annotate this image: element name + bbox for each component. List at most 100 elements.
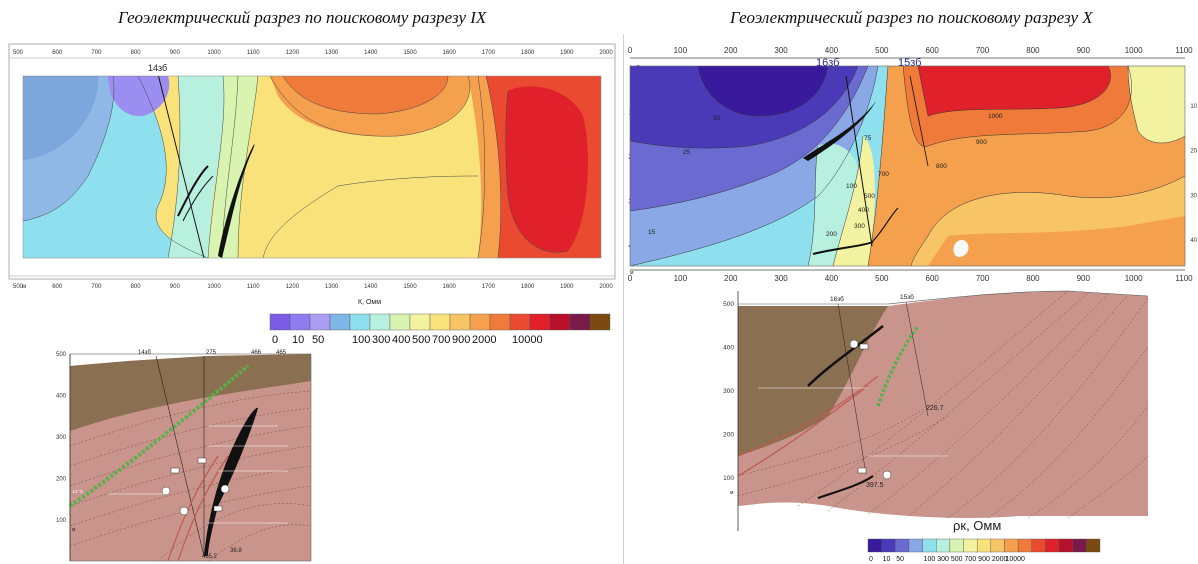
left-section-top-label: 275 (206, 350, 217, 356)
left-x-tick: 500 (13, 50, 24, 56)
left-legend-labels: 0 10 50 100 300 400 500 700 900 2000 10000 (272, 334, 543, 346)
legend-value: 900 (452, 334, 470, 346)
left-section-top-labels: 14зб 275 466 465 (138, 350, 287, 356)
right-x-tick: 1000 (1125, 274, 1143, 283)
left-x-tick: 1300 (325, 50, 339, 56)
contour-label: 500 (864, 193, 875, 200)
right-x-tick: 800 (1026, 46, 1040, 55)
left-section-top-label: 465 (276, 350, 287, 356)
right-section-value-1: 226.7 (926, 405, 944, 412)
left-unit-label: м (22, 284, 26, 290)
right-x-tick: 400 (825, 274, 839, 283)
contour-label: 400 (858, 207, 869, 214)
legend-swatch (389, 313, 411, 331)
right-x-tick: 200 (724, 46, 738, 55)
left-section-unit: м (72, 527, 76, 533)
left-panel: 500 600 700 800 900 1000 1100 1200 1300 1400 1500 1… (8, 36, 620, 564)
legend-value: 100 (352, 334, 370, 346)
right-resistivity-map (630, 66, 1185, 266)
legend-swatch (1045, 538, 1060, 553)
legend-swatch (963, 538, 978, 553)
legend-value: 300 (937, 556, 949, 563)
right-section-unit: м (730, 490, 734, 496)
right-section-value-2: 397.5 (866, 482, 884, 489)
left-x-tick: 1600 (443, 50, 457, 56)
legend-swatch (509, 313, 531, 331)
legend-swatch (529, 313, 551, 331)
left-x-tick: 1000 (207, 50, 221, 56)
contour-label: 900 (976, 139, 987, 146)
right-section-y-ticks: 500 400 300 200 100 (723, 301, 734, 482)
legend-value: 50 (312, 334, 324, 346)
right-x-tick: 600 (926, 46, 940, 55)
contour-label: 1000 (988, 113, 1003, 120)
left-geologic-section: 500 400 300 200 100 14зб 275 466 465 13°-5 465.… (56, 350, 312, 562)
left-x-tick: 900 (170, 50, 181, 56)
right-x-tick: 1100 (1175, 274, 1193, 283)
legend-swatch (1031, 538, 1046, 553)
left-x-tick: 600 (52, 50, 63, 56)
contour-label: 50 (713, 115, 721, 122)
legend-swatch (429, 313, 451, 331)
contour-label: 700 (878, 171, 889, 178)
right-x-tick: 1100 (1175, 46, 1193, 55)
left-x-tick: 1400 (364, 284, 378, 290)
legend-swatch (1086, 538, 1101, 553)
left-x-tick: 2000 (599, 284, 613, 290)
left-x-tick: 700 (91, 284, 102, 290)
legend-value: 700 (965, 556, 977, 563)
left-x-tick: 1800 (521, 284, 535, 290)
right-x-tick: 700 (976, 274, 990, 283)
right-section-y-tick: 500 (723, 301, 734, 308)
right-section-top-label-1: 16зб (830, 295, 844, 303)
left-x-ticks-top: 500 600 700 800 900 1000 1100 1200 1300 1400 1500 1… (13, 50, 613, 56)
left-well-label: 14зб (148, 63, 167, 73)
legend-value: 2000 (472, 334, 496, 346)
right-x-tick: 100 (674, 46, 688, 55)
legend-swatch (881, 538, 896, 553)
right-x-tick: 900 (1077, 46, 1091, 55)
right-x-tick: 100 (674, 274, 688, 283)
right-color-legend (867, 538, 1101, 553)
right-section-y-tick: 200 (723, 432, 734, 439)
contour-label: 100 (846, 183, 857, 190)
right-x-tick: 0 (628, 274, 633, 283)
legend-value: 10 (292, 334, 304, 346)
right-x-tick: 900 (1077, 274, 1091, 283)
legend-value: 500 (951, 556, 963, 563)
contour-label: 15 (648, 229, 656, 236)
legend-swatch (489, 313, 511, 331)
legend-swatch (1058, 538, 1073, 553)
left-x-tick: 1200 (286, 50, 300, 56)
title-left: Геоэлектрический разрез по поисковому ра… (118, 8, 487, 27)
right-x-tick: 200 (724, 274, 738, 283)
legend-value: 900 (978, 556, 990, 563)
legend-value: 10000 (1005, 556, 1025, 563)
legend-swatch (949, 538, 964, 553)
legend-swatch (1072, 538, 1087, 553)
right-well-label-1: 16зб (816, 57, 839, 69)
legend-swatch (1017, 538, 1032, 553)
left-x-tick: 800 (131, 50, 142, 56)
right-section-y-tick: 100 (723, 475, 734, 482)
legend-value: 300 (372, 334, 390, 346)
right-x-tick: 0 (628, 46, 633, 55)
left-x-tick: 1000 (207, 284, 221, 290)
left-x-tick: 1900 (560, 284, 574, 290)
left-x-ticks-bottom: 500 600 700 800 900 1000 1100 1200 1300 1400 1500 1… (13, 284, 613, 290)
contour-label: 75 (864, 135, 872, 142)
legend-value: 10000 (512, 334, 543, 346)
left-section-top-label: 466 (251, 350, 262, 356)
right-x-ticks-bottom: 0 100 200 300 400 500 600 700 800 900 1000 1100 (628, 274, 1193, 283)
left-x-tick: 500 (13, 284, 24, 290)
contour-label: 200 (826, 231, 837, 238)
legend-value: 100 (924, 556, 936, 563)
right-x-ticks-top: 0 100 200 300 400 500 600 700 800 900 1000 1100 (628, 46, 1193, 55)
left-resistivity-map (23, 76, 601, 258)
legend-swatch (549, 313, 571, 331)
legend-swatch (867, 538, 882, 553)
legend-swatch (469, 313, 491, 331)
left-x-tick: 1100 (247, 284, 261, 290)
left-x-tick: 1300 (325, 284, 339, 290)
